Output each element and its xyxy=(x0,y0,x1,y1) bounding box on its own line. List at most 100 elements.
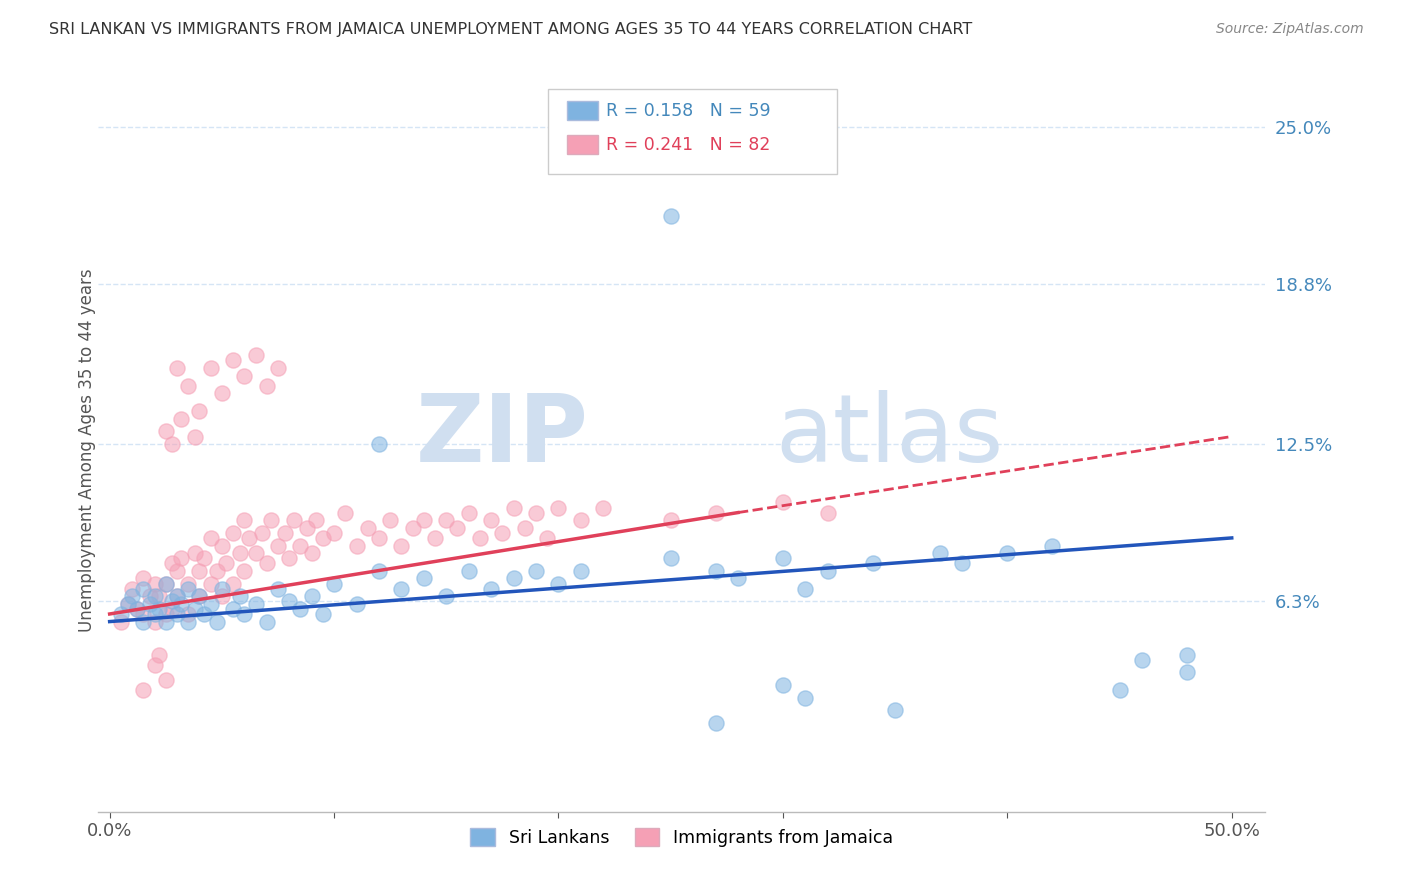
Point xyxy=(211,582,233,596)
Point xyxy=(592,500,614,515)
Point xyxy=(170,551,193,566)
Point xyxy=(229,546,252,560)
Point xyxy=(155,673,177,687)
Point xyxy=(817,506,839,520)
Point xyxy=(301,546,323,560)
Point xyxy=(143,657,166,672)
Point xyxy=(502,572,524,586)
Point xyxy=(148,589,170,603)
Point xyxy=(233,564,256,578)
Point xyxy=(346,597,368,611)
Point xyxy=(148,648,170,662)
Point xyxy=(434,589,457,603)
Point xyxy=(389,539,412,553)
Text: SRI LANKAN VS IMMIGRANTS FROM JAMAICA UNEMPLOYMENT AMONG AGES 35 TO 44 YEARS COR: SRI LANKAN VS IMMIGRANTS FROM JAMAICA UN… xyxy=(49,22,973,37)
Point xyxy=(166,564,188,578)
Point xyxy=(177,607,200,621)
Point xyxy=(162,437,184,451)
Point xyxy=(166,361,188,376)
Point xyxy=(188,404,211,418)
Point xyxy=(245,597,267,611)
Point xyxy=(524,564,547,578)
Point xyxy=(1175,648,1198,662)
Point xyxy=(434,513,457,527)
Text: R = 0.158   N = 59: R = 0.158 N = 59 xyxy=(606,102,770,120)
Point xyxy=(222,353,245,368)
Point xyxy=(233,513,256,527)
Point xyxy=(412,513,434,527)
Point xyxy=(155,576,177,591)
Point xyxy=(188,564,211,578)
Point xyxy=(188,589,211,603)
Point xyxy=(389,582,412,596)
Point xyxy=(569,513,592,527)
Point xyxy=(884,703,907,717)
Point xyxy=(267,361,290,376)
Point xyxy=(207,615,229,629)
Point xyxy=(229,589,252,603)
Point xyxy=(238,531,260,545)
Point xyxy=(659,513,682,527)
Point xyxy=(772,678,794,692)
Point xyxy=(155,607,177,621)
Point xyxy=(162,602,184,616)
Point xyxy=(166,589,188,603)
Point xyxy=(211,386,233,401)
Point xyxy=(290,602,312,616)
Point xyxy=(1108,683,1130,698)
Point xyxy=(283,513,305,527)
Point xyxy=(547,576,569,591)
Text: R = 0.241   N = 82: R = 0.241 N = 82 xyxy=(606,136,770,153)
Point xyxy=(233,368,256,383)
Point xyxy=(193,607,215,621)
Point xyxy=(132,607,155,621)
Point xyxy=(278,551,301,566)
Point xyxy=(155,615,177,629)
Point xyxy=(513,521,536,535)
Point xyxy=(301,589,323,603)
Point xyxy=(468,531,491,545)
Point xyxy=(446,521,468,535)
Point xyxy=(423,531,446,545)
Point xyxy=(200,531,222,545)
Point xyxy=(110,615,132,629)
Point xyxy=(184,602,207,616)
Point xyxy=(211,589,233,603)
Point xyxy=(184,546,207,560)
Text: Source: ZipAtlas.com: Source: ZipAtlas.com xyxy=(1216,22,1364,37)
Point xyxy=(121,589,143,603)
Point xyxy=(260,513,283,527)
Point xyxy=(166,607,188,621)
Point xyxy=(412,572,434,586)
Point xyxy=(121,582,143,596)
Point xyxy=(357,521,380,535)
Point xyxy=(727,572,749,586)
Point xyxy=(457,506,479,520)
Point xyxy=(139,589,162,603)
Point xyxy=(207,564,229,578)
Point xyxy=(143,589,166,603)
Point xyxy=(524,506,547,520)
Point xyxy=(125,602,148,616)
Point xyxy=(401,521,423,535)
Point xyxy=(346,539,368,553)
Point xyxy=(177,576,200,591)
Point xyxy=(862,556,884,570)
Point xyxy=(772,495,794,509)
Point xyxy=(457,564,479,578)
Point xyxy=(772,551,794,566)
Y-axis label: Unemployment Among Ages 35 to 44 years: Unemployment Among Ages 35 to 44 years xyxy=(79,268,96,632)
Point xyxy=(143,607,166,621)
Point xyxy=(162,556,184,570)
Point xyxy=(952,556,974,570)
Point xyxy=(117,597,139,611)
Point xyxy=(256,556,278,570)
Point xyxy=(1130,652,1153,666)
Point xyxy=(132,582,155,596)
Point xyxy=(995,546,1018,560)
Point xyxy=(368,531,391,545)
Point xyxy=(162,594,184,608)
Point xyxy=(479,513,502,527)
Point xyxy=(659,551,682,566)
Point xyxy=(256,615,278,629)
